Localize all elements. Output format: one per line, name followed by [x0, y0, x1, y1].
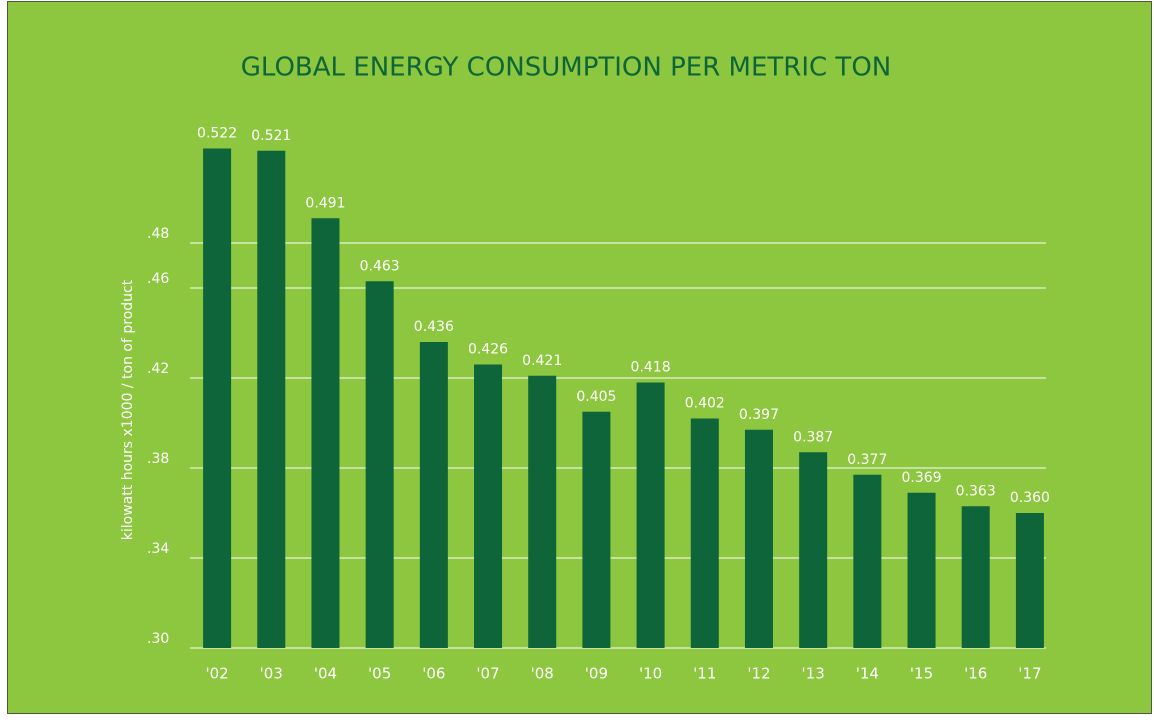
bar — [961, 506, 990, 648]
bar — [636, 382, 665, 648]
bar — [528, 375, 557, 648]
x-tick-label: '10 — [639, 665, 662, 683]
x-tick-label: '02 — [205, 665, 228, 683]
x-tick-label: '13 — [802, 665, 825, 683]
value-label: 0.377 — [847, 452, 887, 468]
x-tick-label: '12 — [747, 665, 770, 683]
bar — [582, 411, 611, 648]
chart-background — [7, 1, 1152, 714]
value-label: 0.363 — [956, 483, 996, 499]
bar — [474, 364, 503, 648]
value-label: 0.463 — [360, 258, 400, 274]
bar — [1015, 513, 1044, 648]
y-tick-label: .30 — [147, 631, 169, 647]
y-tick-label: .42 — [147, 361, 169, 377]
x-tick-label: '06 — [422, 665, 445, 683]
value-label: 0.405 — [576, 389, 616, 405]
bar — [853, 474, 882, 648]
x-tick-label: '07 — [476, 665, 499, 683]
value-label: 0.387 — [793, 429, 833, 445]
value-label: 0.402 — [685, 396, 725, 412]
bar — [907, 492, 936, 648]
bar — [419, 342, 448, 648]
bar — [257, 150, 286, 648]
x-tick-label: '11 — [693, 665, 716, 683]
y-tick-label: .48 — [147, 226, 169, 242]
bar — [799, 452, 828, 648]
value-label: 0.426 — [468, 342, 508, 358]
x-tick-label: '16 — [964, 665, 987, 683]
x-tick-label: '15 — [910, 665, 933, 683]
value-label: 0.369 — [901, 470, 941, 486]
bar — [365, 281, 394, 648]
bar — [744, 429, 773, 648]
value-label: 0.397 — [739, 407, 779, 423]
x-tick-label: '04 — [314, 665, 337, 683]
bar — [311, 218, 340, 648]
x-tick-label: '03 — [260, 665, 283, 683]
value-label: 0.418 — [631, 360, 671, 376]
value-label: 0.421 — [522, 353, 562, 369]
value-label: 0.522 — [197, 126, 237, 142]
value-label: 0.521 — [251, 128, 291, 144]
chart-title: GLOBAL ENERGY CONSUMPTION PER METRIC TON — [241, 53, 891, 83]
x-tick-label: '05 — [368, 665, 391, 683]
y-tick-label: .38 — [147, 451, 169, 467]
y-axis-label: kilowatt hours x1000 / ton of product — [120, 279, 136, 540]
x-tick-label: '08 — [531, 665, 554, 683]
value-label: 0.491 — [305, 195, 345, 211]
x-tick-label: '09 — [585, 665, 608, 683]
bar — [203, 148, 232, 648]
bar — [690, 418, 719, 648]
y-tick-label: .46 — [147, 271, 169, 287]
value-label: 0.360 — [1010, 490, 1050, 506]
x-tick-label: '14 — [856, 665, 879, 683]
x-tick-label: '17 — [1018, 665, 1041, 683]
value-label: 0.436 — [414, 319, 454, 335]
y-tick-label: .34 — [147, 541, 169, 557]
